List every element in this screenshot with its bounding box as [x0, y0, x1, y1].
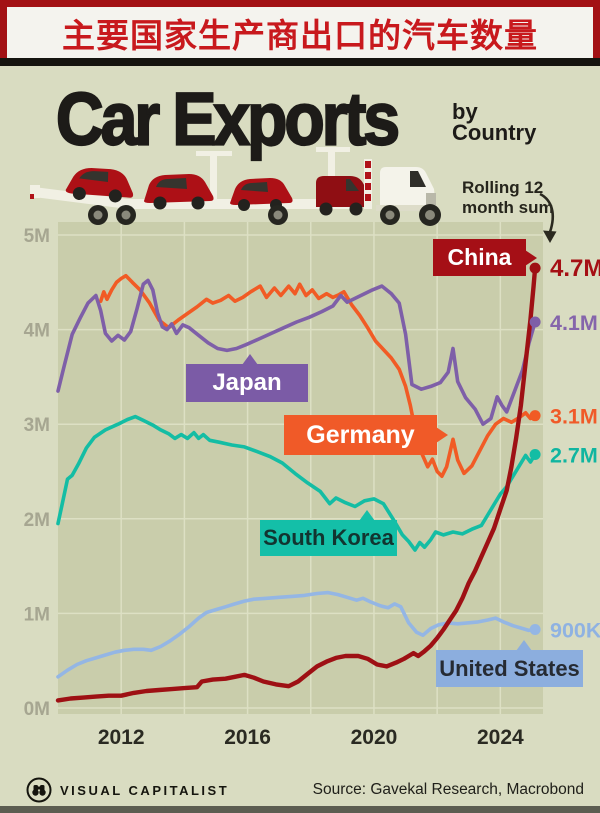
y-tick-label: 0M [24, 699, 50, 720]
page-subtitle: by Country [452, 99, 537, 145]
series-end-label-south-korea: 2.7M [550, 443, 598, 467]
series-endpoint-united-states [529, 623, 541, 635]
banner-inner: 主要国家生产商出口的汽车数量 [7, 7, 593, 58]
source-credit: Source: Gavekal Research, Macrobond [312, 781, 584, 798]
series-line-germany [98, 273, 537, 479]
bottom-edge [0, 806, 600, 813]
footer-brand: VISUAL CAPITALIST [60, 783, 230, 798]
y-tick-label: 5M [24, 226, 50, 247]
series-line-china [55, 265, 538, 703]
y-tick-label: 2M [24, 510, 50, 531]
x-tick-label: 2016 [224, 726, 271, 749]
truck-wheels [88, 204, 441, 226]
series-endpoint-germany [529, 410, 541, 422]
truck-cab [376, 167, 438, 211]
series-badge-china: China [433, 239, 537, 276]
series-badge-japan-label: Japan [212, 369, 282, 396]
x-tick-label: 2020 [351, 726, 398, 749]
y-tick-label: 4M [24, 321, 50, 342]
red-car-2 [144, 174, 214, 210]
subtitle-line-country: Country [452, 119, 537, 145]
series-badge-germany-label: Germany [306, 420, 415, 449]
car-carrier-truck-illustration [30, 147, 441, 226]
badge-pointer-up-icon [242, 354, 258, 365]
series-badge-south-korea-label: South Korea [263, 525, 394, 550]
badge-pointer-right-icon [436, 427, 448, 443]
x-tick-label: 2012 [98, 726, 145, 749]
series-badge-south-korea: South Korea [260, 510, 397, 556]
series-end-label-united-states: 900K [550, 618, 600, 642]
rolling-sum-note-line1: Rolling 12 [462, 178, 544, 197]
rolling-sum-note-line2: month sum [462, 198, 554, 218]
top-banner: 主要国家生产商出口的汽车数量 [0, 0, 600, 58]
red-car-1 [65, 168, 134, 203]
series-line-japan [56, 278, 537, 427]
series-line-south-korea [56, 414, 537, 552]
x-tick-label: 2024 [477, 726, 524, 749]
curved-down-arrow-icon [539, 192, 557, 243]
series-badge-japan: Japan [186, 354, 308, 402]
series-end-label-japan: 4.1M [550, 311, 598, 335]
badge-pointer-up-icon [516, 640, 532, 651]
badge-pointer-up-icon [359, 510, 375, 521]
subtitle-line-by: by [452, 99, 478, 124]
series-end-label-germany: 3.1M [550, 405, 598, 429]
series-badge-germany: Germany [284, 415, 448, 455]
series-endpoint-south-korea [529, 448, 541, 460]
badge-pointer-right-icon [525, 249, 537, 266]
page-title: Car Exports [55, 76, 401, 161]
series-endpoint-japan [529, 316, 541, 328]
series-line-united-states [56, 590, 537, 679]
y-tick-label: 1M [24, 604, 50, 625]
rolling-sum-note: Rolling 12 month sum [462, 178, 554, 218]
series-badge-china-label: China [447, 244, 512, 270]
red-minivan [316, 176, 371, 216]
banner-title: 主要国家生产商出口的汽车数量 [62, 15, 538, 55]
series-badge-united-states-label: United States [439, 655, 580, 681]
series-end-label-china: 4.7M [550, 255, 600, 282]
banner-divider [0, 58, 600, 66]
y-tick-label: 3M [24, 415, 50, 436]
visual-capitalist-logo-icon [26, 777, 52, 803]
series-badge-united-states: United States [436, 640, 583, 687]
